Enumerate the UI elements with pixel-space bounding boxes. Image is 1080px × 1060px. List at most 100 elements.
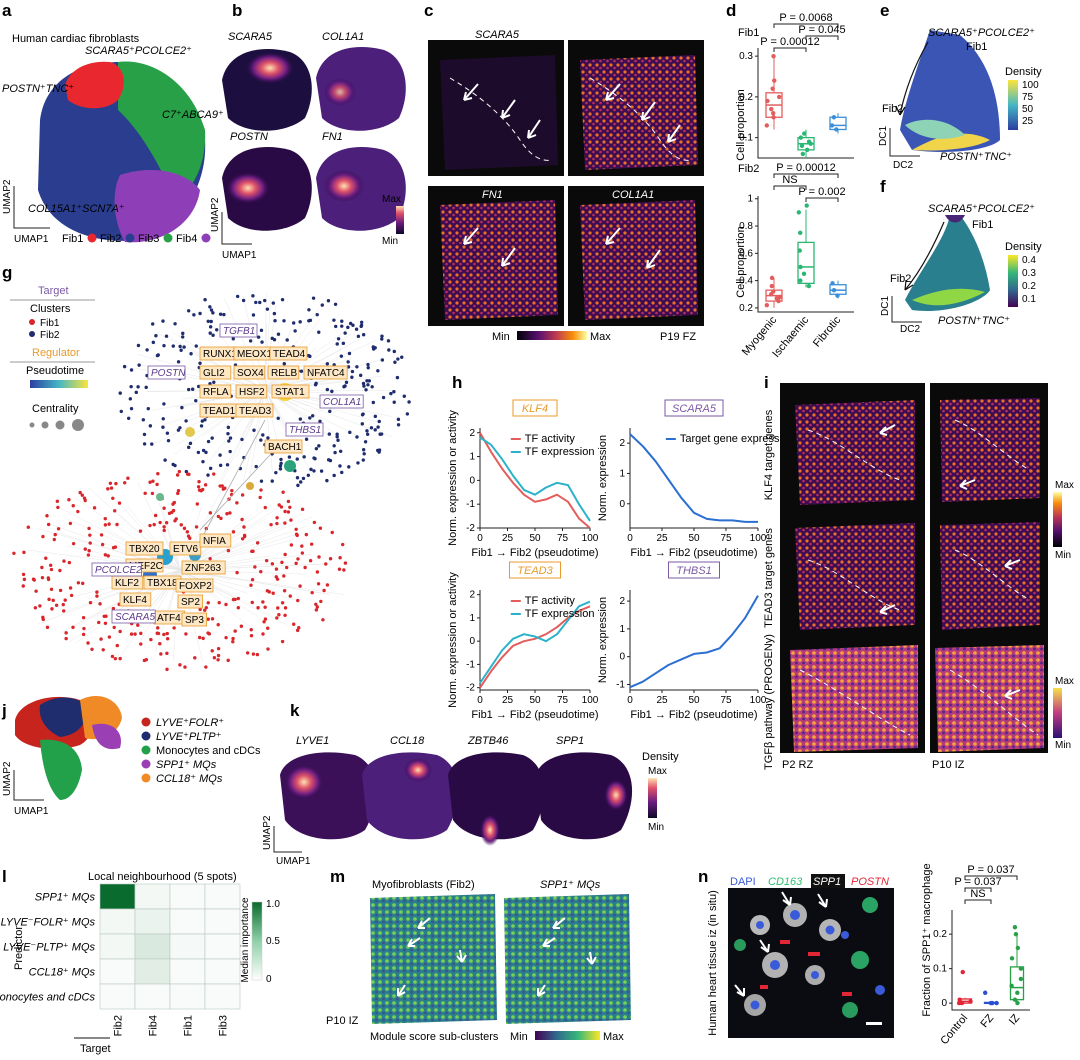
data-point xyxy=(829,123,835,128)
target-label-box xyxy=(285,422,324,437)
target-node xyxy=(347,465,351,469)
target-node xyxy=(231,597,236,602)
data-point xyxy=(1015,990,1020,995)
target-node xyxy=(275,577,280,581)
target-node xyxy=(101,648,105,652)
target-node xyxy=(286,499,291,504)
y-tick-label: 2 xyxy=(619,438,625,449)
target-node xyxy=(208,466,213,471)
target-node xyxy=(206,439,211,444)
edge xyxy=(264,338,361,391)
legend-dot xyxy=(141,717,151,727)
arrow-icon xyxy=(537,984,546,997)
gene-label-scara5: SCARA5 xyxy=(228,31,273,43)
regulator-label: RELB xyxy=(271,368,297,379)
target-node xyxy=(54,603,59,608)
target-node xyxy=(272,311,277,316)
target-node xyxy=(350,375,354,379)
target-node xyxy=(245,651,250,655)
arrow-icon xyxy=(879,604,896,615)
target-node xyxy=(361,458,365,462)
target-node xyxy=(333,450,337,455)
target-node xyxy=(46,576,51,580)
target-node xyxy=(277,503,281,507)
heatmap-colorbar xyxy=(251,901,263,981)
legend-label: LYVE⁺PLTP⁺ xyxy=(156,731,222,743)
target-node xyxy=(192,313,196,317)
target-node xyxy=(321,618,325,622)
edge xyxy=(264,389,280,416)
target-node xyxy=(118,391,122,395)
gene-label-k-lyve1: LYVE1 xyxy=(296,735,329,747)
target-node xyxy=(212,656,217,660)
umap-axes-j xyxy=(13,770,44,801)
target-node xyxy=(225,463,230,467)
target-node xyxy=(354,327,359,331)
target-node xyxy=(342,568,346,572)
cluster-monocytes xyxy=(40,739,82,800)
nucleus xyxy=(756,921,764,929)
signal-postn xyxy=(760,985,768,989)
target-node xyxy=(304,437,309,441)
y-tick-label: 0 xyxy=(619,652,625,663)
nucleus xyxy=(825,925,835,935)
regulator-label: ZNF263 xyxy=(185,563,222,574)
target-node xyxy=(361,381,366,386)
heatmap-cell xyxy=(169,958,206,985)
target-node xyxy=(310,590,314,595)
target-node xyxy=(266,626,270,630)
gene-label-col1a1: COL1A1 xyxy=(322,31,364,43)
data-point xyxy=(968,999,973,1004)
target-node xyxy=(22,577,27,582)
arrow-icon xyxy=(605,227,621,245)
target-node xyxy=(341,542,345,547)
target-node xyxy=(266,436,270,440)
dc-dense-f xyxy=(912,288,985,306)
dc-sparse-f xyxy=(945,215,965,223)
target-node xyxy=(278,467,283,471)
regulator-label: TBX18 xyxy=(147,578,178,589)
signal-postn xyxy=(808,952,820,956)
target-node xyxy=(328,409,332,414)
target-node xyxy=(340,324,344,328)
y-tick-label: -1 xyxy=(466,499,475,510)
regulator-label-box xyxy=(175,578,214,593)
umap-k-zbtb46 xyxy=(448,752,545,840)
target-label: THBS1 xyxy=(289,425,321,436)
target-label-box xyxy=(111,609,156,624)
target-node xyxy=(275,516,279,520)
regulator-label: SOX4 xyxy=(237,368,264,379)
axis-label-umap2-b: UMAP2 xyxy=(210,197,221,232)
target-node xyxy=(363,440,368,444)
target-node xyxy=(250,549,254,554)
target-node xyxy=(151,479,155,483)
heatmap-cell xyxy=(134,983,171,1010)
box-title-fib2: Fib2 xyxy=(738,163,759,175)
significance-bracket xyxy=(773,47,807,52)
dashed-border xyxy=(949,669,1039,736)
nucleus xyxy=(875,985,885,995)
target-node xyxy=(341,341,346,346)
panel-letter-m: m xyxy=(330,867,345,886)
data-point xyxy=(831,115,837,120)
target-node xyxy=(98,602,102,606)
target-node xyxy=(180,335,185,339)
target-node xyxy=(259,569,263,574)
target-node xyxy=(348,430,352,435)
data-point xyxy=(771,115,776,120)
legend-fib1: Fib1 xyxy=(62,233,83,245)
target-node xyxy=(111,545,116,550)
heatmap-col-label: Fib2 xyxy=(113,1015,125,1036)
target-node xyxy=(163,458,167,462)
target-node xyxy=(129,406,134,411)
axis-label-umap1-b: UMAP1 xyxy=(222,250,257,261)
colorbar-f-tick3: 0.1 xyxy=(1022,294,1036,305)
target-node xyxy=(361,412,365,416)
significance-label: P = 0.037 xyxy=(954,876,1001,888)
box-fibrotic xyxy=(829,280,847,299)
tissue-m-myofib xyxy=(370,894,497,1024)
target-node xyxy=(67,498,71,502)
target-node xyxy=(224,602,228,607)
